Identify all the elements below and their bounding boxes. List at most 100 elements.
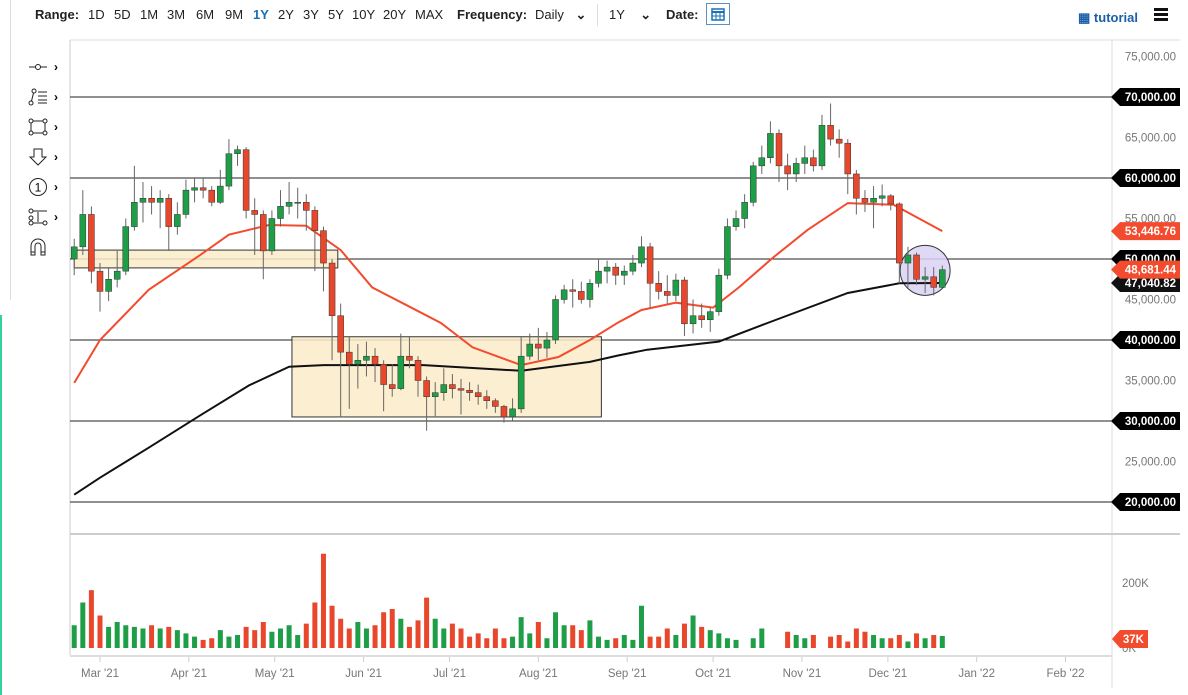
zone-rectangle: [73, 249, 339, 269]
tool-magnet[interactable]: [28, 232, 68, 262]
candle-body: [474, 392, 482, 397]
level-tag: [1111, 88, 1180, 106]
candle-body: [706, 311, 714, 320]
range-option-9m[interactable]: 9M: [225, 7, 244, 22]
candle-body: [303, 202, 310, 211]
candle-body: [586, 283, 594, 300]
candle-body: [105, 279, 112, 292]
volume-bar: [656, 636, 662, 648]
volume-bar: [707, 630, 713, 648]
volume-bar: [613, 638, 619, 648]
period-dropdown[interactable]: 1Y ⌄: [609, 7, 651, 23]
tool-counter[interactable]: 1 ›: [28, 172, 68, 202]
candle-body: [758, 157, 766, 167]
volume-bar: [71, 625, 77, 648]
period-value: 1Y: [609, 7, 625, 22]
range-option-20y[interactable]: 20Y: [383, 7, 407, 22]
candle-body: [466, 389, 473, 393]
candle-body: [732, 218, 740, 227]
range-option-10y[interactable]: 10Y: [352, 7, 376, 22]
range-option-5y[interactable]: 5Y: [328, 7, 344, 22]
candle-body: [664, 291, 671, 296]
candle-body: [423, 380, 430, 397]
range-option-5d[interactable]: 5D: [114, 7, 131, 22]
candle-body: [139, 198, 147, 203]
candle-body: [612, 266, 619, 276]
candle-body: [96, 270, 104, 292]
volume-bar: [681, 623, 687, 648]
tool-fibonacci[interactable]: ›: [28, 82, 68, 112]
tool-trend-line[interactable]: ›: [28, 52, 68, 82]
candle-body: [569, 289, 576, 292]
candle-body: [526, 343, 533, 357]
candle-body: [784, 165, 791, 175]
candle-body: [268, 218, 276, 252]
volume-bar: [510, 636, 516, 648]
candle-body: [887, 195, 894, 205]
volume-bar: [286, 625, 292, 648]
candle-body: [208, 189, 215, 203]
volume-bar: [398, 618, 404, 648]
candle-body: [672, 279, 680, 296]
range-option-6m[interactable]: 6M: [196, 7, 215, 22]
volume-bar: [699, 626, 705, 648]
candle-body: [388, 384, 396, 389]
tool-arrow[interactable]: ›: [28, 142, 68, 172]
candle-body: [449, 384, 456, 389]
frequency-dropdown[interactable]: Daily ⌄: [535, 7, 586, 23]
volume-bar: [123, 625, 129, 648]
range-option-1m[interactable]: 1M: [140, 7, 159, 22]
volume-bar: [140, 628, 146, 648]
tool-rectangle[interactable]: ›: [28, 112, 68, 142]
candle-body: [560, 289, 568, 300]
volume-bar: [587, 620, 593, 648]
range-option-3y[interactable]: 3Y: [303, 7, 319, 22]
volume-bar: [664, 628, 670, 648]
x-tick-label: Sep '21: [608, 668, 647, 680]
price-tag-label: 53,446.76: [1125, 226, 1176, 238]
volume-bar: [484, 638, 490, 648]
volume-bar: [621, 635, 627, 648]
volume-bar: [501, 638, 507, 648]
range-option-1y[interactable]: 1Y: [253, 7, 269, 22]
candle-body: [199, 187, 207, 191]
tool-measure[interactable]: ›: [28, 202, 68, 232]
volume-bar: [853, 628, 859, 648]
trend-line-icon: [29, 64, 47, 70]
volume-bar: [647, 636, 653, 648]
volume-bar: [690, 615, 696, 648]
chevron-right-icon: ›: [54, 180, 58, 194]
candle-body: [827, 125, 834, 140]
x-tick-label: Oct '21: [695, 668, 731, 680]
frequency-value: Daily: [535, 7, 564, 22]
volume-bar: [802, 638, 808, 648]
level-tag: [1111, 493, 1180, 511]
candle-body: [88, 214, 95, 272]
candle-body: [646, 246, 654, 284]
volume-bar: [535, 622, 541, 648]
candle-body: [79, 214, 87, 248]
volume-bar: [570, 625, 576, 648]
volume-bar: [183, 633, 189, 648]
volume-bar: [97, 615, 103, 648]
price-tag: [1111, 260, 1180, 279]
candle-body: [552, 299, 559, 341]
volume-bar: [441, 628, 447, 648]
level-tag-label: 20,000.00: [1125, 497, 1176, 509]
range-option-max[interactable]: MAX: [415, 7, 444, 22]
candle-body: [767, 133, 774, 158]
range-option-1d[interactable]: 1D: [88, 7, 105, 22]
candle-body: [397, 355, 405, 389]
chevron-right-icon: ›: [54, 60, 58, 74]
range-option-3m[interactable]: 3M: [167, 7, 186, 22]
menu-icon[interactable]: [1154, 8, 1168, 23]
counter-1-icon: 1: [29, 178, 47, 196]
tutorial-link[interactable]: ▦ tutorial: [1078, 10, 1138, 26]
candle-body: [191, 187, 198, 191]
level-tag-label: 70,000.00: [1125, 92, 1176, 104]
volume-bar: [209, 638, 215, 648]
range-option-2y[interactable]: 2Y: [278, 7, 294, 22]
volume-bar: [845, 641, 851, 648]
calendar-button[interactable]: [706, 3, 730, 25]
